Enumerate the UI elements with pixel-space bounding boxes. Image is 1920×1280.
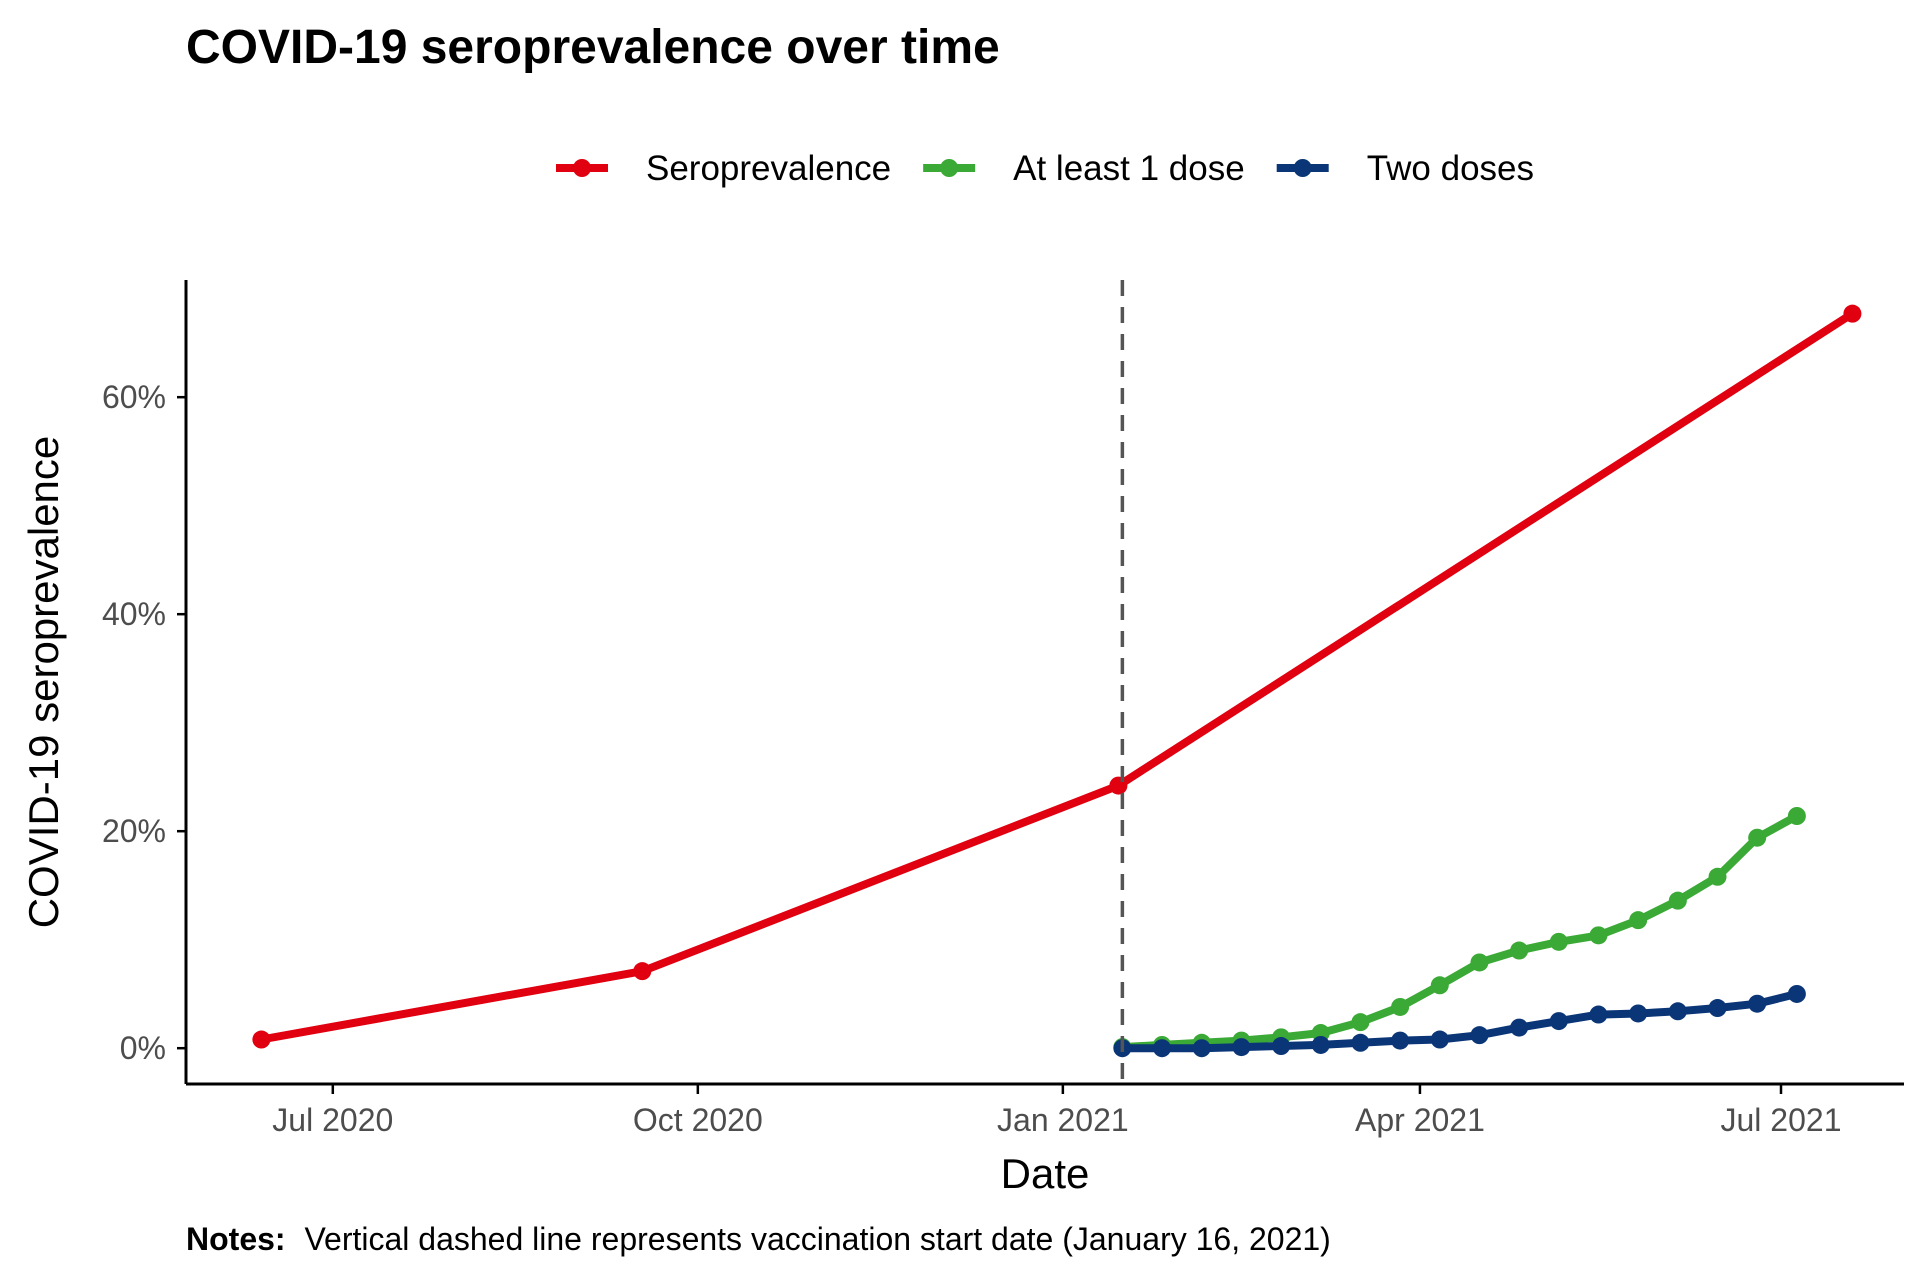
series-0 bbox=[252, 304, 1862, 1049]
data-point bbox=[1153, 1039, 1172, 1058]
y-tick-label: 20% bbox=[102, 813, 166, 849]
data-point bbox=[1391, 997, 1410, 1016]
data-point bbox=[1549, 932, 1568, 951]
data-point bbox=[1589, 926, 1608, 945]
x-tick-label: Jan 2021 bbox=[997, 1102, 1129, 1138]
chart-title: COVID-19 seroprevalence over time bbox=[186, 21, 1000, 74]
data-point bbox=[1311, 1035, 1330, 1054]
x-tick-label: Apr 2021 bbox=[1355, 1102, 1485, 1138]
y-ticks: 0% 20% 40% 60% bbox=[102, 379, 186, 1066]
legend-label: Seroprevalence bbox=[646, 149, 891, 188]
data-point bbox=[1470, 953, 1489, 972]
data-point bbox=[1787, 807, 1806, 825]
data-point bbox=[1391, 1031, 1410, 1050]
data-point bbox=[1843, 304, 1862, 323]
data-point bbox=[1192, 1039, 1211, 1058]
data-point bbox=[1470, 1026, 1489, 1045]
x-axis-label: Date bbox=[1001, 1150, 1090, 1197]
data-point bbox=[1549, 1012, 1568, 1031]
data-point bbox=[1589, 1005, 1608, 1024]
legend-label: Two doses bbox=[1367, 149, 1534, 188]
chart-note-label: Notes: bbox=[186, 1221, 286, 1257]
data-point bbox=[1510, 1018, 1529, 1037]
data-point bbox=[1748, 994, 1767, 1013]
data-point bbox=[1232, 1038, 1251, 1057]
data-point bbox=[1351, 1033, 1370, 1052]
series-layer bbox=[252, 280, 1862, 1084]
data-point bbox=[1510, 941, 1529, 960]
series-2 bbox=[1113, 984, 1806, 1058]
data-point bbox=[1629, 911, 1648, 930]
data-point bbox=[1430, 976, 1449, 995]
data-point bbox=[1748, 828, 1767, 847]
series-1 bbox=[1113, 807, 1806, 1057]
x-tick-label: Oct 2020 bbox=[633, 1102, 763, 1138]
x-tick-label: Jul 2020 bbox=[272, 1102, 393, 1138]
x-ticks: Jul 2020 Oct 2020 Jan 2021 Apr 2021 Jul 2021 bbox=[272, 1084, 1841, 1138]
y-tick-label: 60% bbox=[102, 379, 166, 415]
legend: Seroprevalence At least 1 dose Two doses bbox=[555, 149, 1534, 188]
data-point bbox=[1668, 1002, 1687, 1021]
data-point bbox=[1272, 1037, 1291, 1056]
legend-key-point bbox=[572, 159, 591, 177]
plot-area: 0% 20% 40% 60% Jul 2020 Oct 2020 Jan 2021 Apr … bbox=[102, 280, 1904, 1138]
legend-label: At least 1 dose bbox=[1013, 149, 1245, 188]
series-line bbox=[257, 309, 1857, 1044]
legend-key-point bbox=[940, 159, 959, 177]
data-point bbox=[1708, 999, 1727, 1018]
data-point bbox=[1708, 867, 1727, 886]
legend-item: Seroprevalence bbox=[555, 149, 891, 188]
x-tick-label: Jul 2021 bbox=[1721, 1102, 1842, 1138]
chart-note-text: Vertical dashed line represents vaccinat… bbox=[304, 1221, 1330, 1257]
y-axis-label: COVID-19 seroprevalence bbox=[20, 436, 67, 929]
data-point bbox=[633, 962, 652, 981]
chart-note: Notes: Vertical dashed line represents v… bbox=[186, 1221, 1331, 1257]
data-point bbox=[1629, 1004, 1648, 1023]
data-point bbox=[252, 1030, 271, 1049]
y-tick-label: 40% bbox=[102, 596, 166, 632]
legend-item: At least 1 dose bbox=[923, 149, 1245, 188]
legend-key-point bbox=[1293, 159, 1312, 177]
data-point bbox=[1109, 776, 1128, 795]
data-point bbox=[1351, 1013, 1370, 1032]
y-tick-label: 0% bbox=[120, 1030, 166, 1066]
data-point bbox=[1430, 1030, 1449, 1049]
data-point bbox=[1787, 984, 1806, 1003]
legend-item: Two doses bbox=[1276, 149, 1534, 188]
data-point bbox=[1668, 891, 1687, 910]
